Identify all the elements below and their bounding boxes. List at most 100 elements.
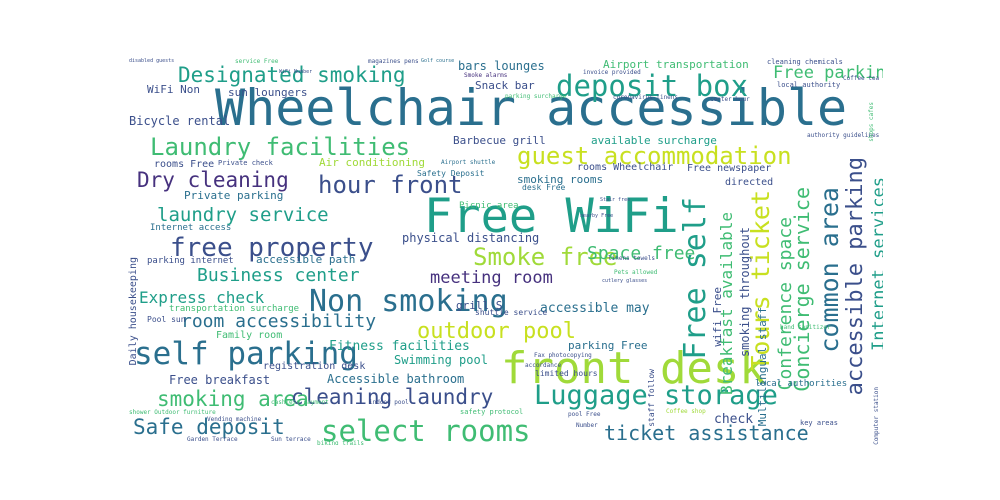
- word: sun loungers: [228, 86, 308, 99]
- word: ticket assistance: [604, 421, 809, 445]
- word: Free breakfast: [169, 373, 271, 387]
- word: shuttle service: [475, 308, 548, 317]
- word: smoking rooms: [517, 173, 604, 186]
- word: Dry cleaning: [137, 168, 289, 192]
- word: directed: [725, 177, 774, 188]
- word: Free newspaper: [687, 163, 772, 174]
- word: cleaning chemicals: [767, 58, 843, 66]
- word: shops cafes: [868, 102, 875, 142]
- word: parking surcharge: [505, 93, 567, 100]
- word: parking internet: [147, 256, 234, 266]
- word: cutlery glasses: [602, 278, 648, 284]
- word: Air conditioning: [319, 156, 425, 169]
- word: Accessible bathroom: [327, 372, 465, 386]
- word: hour front: [318, 171, 463, 199]
- word: Internet services: [869, 177, 883, 351]
- word: Safety Deposit: [417, 169, 485, 178]
- word: Conference space: [775, 217, 796, 391]
- word: Vending machine: [207, 416, 262, 423]
- word: Airport shuttle: [441, 159, 496, 166]
- word: Luggage storage: [534, 380, 778, 411]
- word: Space free: [587, 243, 696, 264]
- word: front desk: [501, 343, 766, 394]
- word: physical distancing: [402, 231, 540, 245]
- word: Free parking: [773, 63, 883, 83]
- word: linens towels: [608, 255, 655, 262]
- word: Picnic area: [459, 201, 519, 211]
- word: smoking throughout: [738, 227, 752, 358]
- word: local authorities: [755, 379, 848, 389]
- word: Free self: [678, 197, 713, 360]
- word: pool Free: [568, 411, 601, 418]
- word: Fitness facilities: [329, 339, 470, 354]
- word: rooms Wheelchair: [577, 162, 674, 173]
- word: smoking area: [157, 387, 309, 411]
- word: accessible path: [256, 253, 356, 266]
- word: magazines pens: [368, 58, 419, 65]
- word: WiFi Non: [147, 83, 200, 96]
- word: Express check: [139, 288, 265, 307]
- word: Internet access: [150, 223, 232, 233]
- word: Free WiFi: [424, 189, 679, 244]
- word: Private check: [218, 159, 273, 167]
- word: Fax photocopying: [534, 352, 592, 359]
- word: accordance: [525, 362, 562, 369]
- word: Golf course: [421, 58, 455, 64]
- word: nearby Free: [580, 213, 614, 219]
- word: free property: [170, 233, 374, 263]
- word: available surcharge: [591, 134, 717, 147]
- word: registration desk: [263, 361, 366, 372]
- word: Wheelchair accessible: [215, 79, 848, 137]
- word: Sun terrace: [271, 436, 311, 443]
- word: Smoke free: [473, 243, 618, 271]
- word: outdoor pool: [417, 319, 576, 344]
- word: self parking: [134, 336, 358, 372]
- word-cloud: Wheelchair accessible Free WiFi front de…: [127, 57, 883, 445]
- word: Business center: [197, 265, 360, 286]
- word: Daily housekeeping: [128, 257, 139, 366]
- word: Computer station: [873, 387, 880, 445]
- word: Swimming pool: [394, 353, 488, 367]
- word: wifi Free: [711, 287, 724, 347]
- word: accessible may: [540, 301, 650, 316]
- word: Coffee shop: [666, 408, 706, 415]
- word: meeting room: [430, 268, 553, 288]
- word: key areas: [800, 419, 838, 427]
- word: Number: [576, 422, 598, 429]
- word: Snack bar: [475, 79, 535, 92]
- word: safety protocol: [460, 408, 524, 416]
- word: biking trails: [317, 440, 364, 446]
- word: room accessibility: [181, 311, 377, 332]
- word: Designated smoking: [178, 63, 406, 87]
- word: WiFi Number: [279, 69, 313, 75]
- word: Pool sun: [147, 315, 186, 324]
- word: check: [714, 412, 754, 427]
- word: indoor pool: [369, 399, 409, 406]
- word: limited hours: [535, 369, 598, 378]
- word: select rooms: [321, 414, 531, 446]
- word: Coffee tea: [843, 75, 880, 82]
- word: parking Free: [568, 339, 648, 352]
- word: Garden Terrace: [187, 436, 238, 443]
- word: deposit box: [556, 69, 749, 103]
- word: shower Outdoor furniture: [129, 409, 216, 416]
- word: bars lounges: [458, 59, 545, 73]
- word: Family room: [216, 330, 283, 341]
- word: hand sanitizer: [780, 324, 831, 331]
- word: guest accommodation: [517, 142, 792, 170]
- word: coronavirus linens: [613, 94, 679, 101]
- word: Non smoking: [309, 284, 508, 319]
- word: grill S: [456, 299, 503, 312]
- word: staff follow: [647, 369, 656, 427]
- word: local authority: [777, 81, 841, 89]
- word: center hour: [710, 96, 750, 103]
- word: Laundry facilities: [150, 133, 411, 161]
- word: cashless payment: [271, 399, 329, 406]
- word: rooms Free: [154, 159, 215, 170]
- word: accessible parking: [843, 157, 868, 396]
- word: desk Free: [522, 183, 566, 192]
- word: Safe deposit: [133, 415, 285, 439]
- word: transportation surcharge: [169, 304, 300, 314]
- word: disabled guests: [129, 58, 175, 64]
